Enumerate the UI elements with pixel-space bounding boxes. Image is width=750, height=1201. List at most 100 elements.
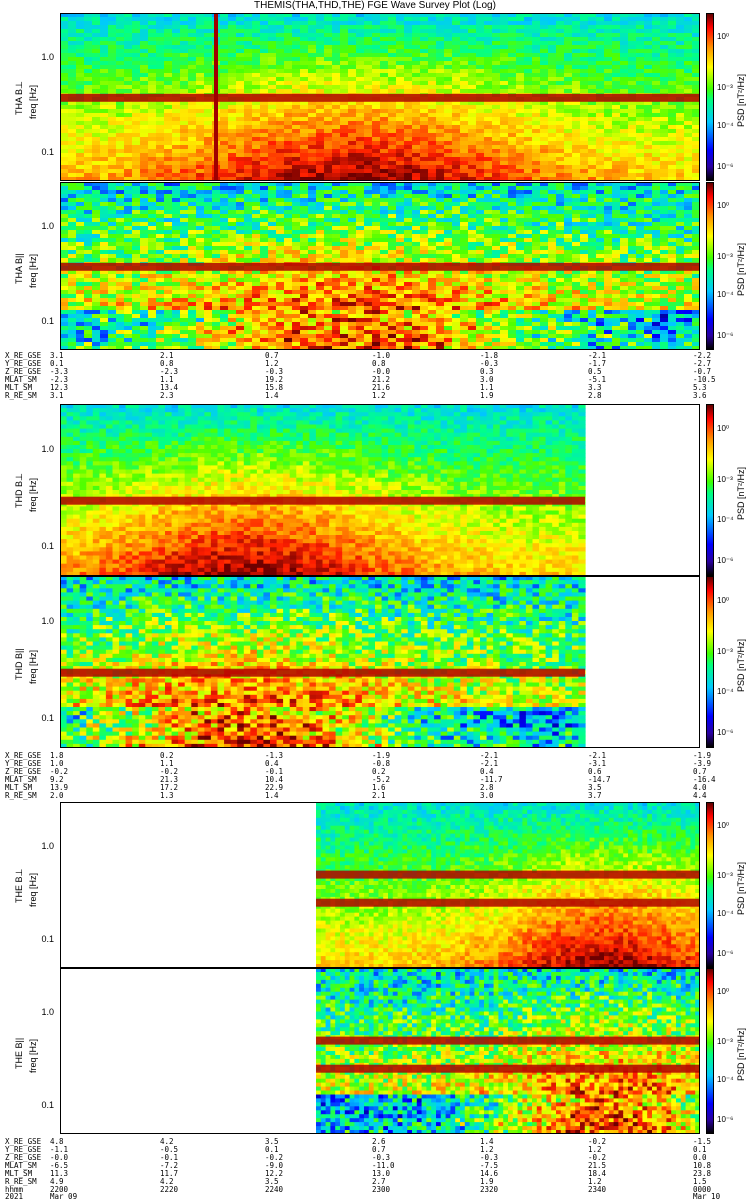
line-emission-band <box>60 497 585 505</box>
ephemeris-row-label: R_RE_SM <box>5 792 37 800</box>
ephemeris-value: 3.7 <box>588 792 602 800</box>
spectrogram-image <box>60 13 700 181</box>
spectrogram-image <box>60 576 700 748</box>
colorbar-tick-label: 10⁻⁴ <box>717 290 734 299</box>
colorbar-tick-label: 10⁻⁴ <box>717 1075 734 1084</box>
y-axis-label: THA B|| <box>14 253 24 284</box>
vertical-artifact-line <box>214 13 218 181</box>
spectrogram-panel-thd-bperp <box>60 404 700 576</box>
colorbar-tick-label: 10⁻⁶ <box>717 949 733 958</box>
ephemeris-value: 2220 <box>160 1186 178 1194</box>
y-tick-label: 1.0 <box>24 444 54 454</box>
y-axis-label: THD B|| <box>14 648 24 680</box>
ephemeris-value: 3.0 <box>480 792 494 800</box>
y-axis-label: THD B⊥ <box>14 473 25 508</box>
y-tick-label: 1.0 <box>24 841 54 851</box>
y-axis-unit-label: freq [Hz] <box>28 1039 38 1073</box>
y-axis-unit-label: freq [Hz] <box>28 650 38 684</box>
colorbar <box>706 576 714 748</box>
y-tick-label: 0.1 <box>24 934 54 944</box>
colorbar-tick-label: 10⁻⁴ <box>717 687 734 696</box>
colorbar <box>706 13 714 181</box>
ephemeris-value: 2.0 <box>50 792 64 800</box>
ephemeris-value: 2.3 <box>160 392 174 400</box>
colorbar-tick-label: 10⁻³ <box>717 1037 733 1046</box>
ephemeris-value: 2320 <box>480 1186 498 1194</box>
colorbar-unit-label: PSD [nT²/Hz] <box>736 243 746 296</box>
line-emission-band <box>60 263 700 271</box>
ephemeris-value: 2.8 <box>588 392 602 400</box>
colorbar-tick-label: 10⁻⁴ <box>717 515 734 524</box>
y-axis-unit-label: freq [Hz] <box>28 478 38 512</box>
spectrogram-image <box>60 968 700 1134</box>
line-emission-band <box>316 1037 700 1045</box>
ephemeris-value: 2.1 <box>372 792 386 800</box>
spectrogram-panel-the-bperp <box>60 802 700 968</box>
colorbar-tick-label: 10⁻³ <box>717 475 733 484</box>
colorbar-unit-label: PSD [nT²/Hz] <box>736 639 746 692</box>
y-axis-label: THE B⊥ <box>14 869 25 903</box>
ephemeris-value: 1.9 <box>480 392 494 400</box>
colorbar-tick-label: 10⁰ <box>717 32 729 41</box>
spectrogram-panel-tha-bpar <box>60 182 700 350</box>
colorbar-tick-label: 10⁻³ <box>717 871 733 880</box>
y-tick-label: 0.1 <box>24 713 54 723</box>
y-tick-label: 0.1 <box>24 147 54 157</box>
colorbar-unit-label: PSD [nT²/Hz] <box>736 1028 746 1081</box>
colorbar-tick-label: 10⁻⁴ <box>717 909 734 918</box>
colorbar <box>706 802 714 968</box>
colorbar-tick-label: 10⁻⁶ <box>717 1115 733 1124</box>
spectrogram-panel-tha-bperp <box>60 13 700 181</box>
line-emission-band <box>316 899 700 907</box>
colorbar <box>706 182 714 350</box>
colorbar-tick-label: 10⁻⁶ <box>717 162 733 171</box>
colorbar-unit-label: PSD [nT²/Hz] <box>736 467 746 520</box>
colorbar-tick-label: 10⁰ <box>717 596 729 605</box>
colorbar-tick-label: 10⁻³ <box>717 83 733 92</box>
ephemeris-value: 1.4 <box>265 392 279 400</box>
colorbar-tick-label: 10⁻³ <box>717 252 733 261</box>
colorbar <box>706 968 714 1134</box>
ephemeris-value: 2300 <box>372 1186 390 1194</box>
ephemeris-value: 4.4 <box>693 792 707 800</box>
plot-title: THEMIS(THA,THD,THE) FGE Wave Survey Plot… <box>0 0 750 12</box>
y-axis-unit-label: freq [Hz] <box>28 873 38 907</box>
colorbar-tick-label: 10⁰ <box>717 987 729 996</box>
y-axis-unit-label: freq [Hz] <box>28 254 38 288</box>
ephemeris-row-label: R_RE_SM <box>5 392 37 400</box>
y-tick-label: 1.0 <box>24 52 54 62</box>
y-tick-label: 1.0 <box>24 616 54 626</box>
colorbar-unit-label: PSD [nT²/Hz] <box>736 862 746 915</box>
colorbar-tick-label: 10⁻⁶ <box>717 556 733 565</box>
y-axis-label: THA B⊥ <box>14 81 25 115</box>
spectrogram-image <box>60 802 700 968</box>
colorbar-tick-label: 10⁻⁶ <box>717 331 733 340</box>
ephemeris-value: 2240 <box>265 1186 283 1194</box>
spectrogram-image <box>60 182 700 350</box>
y-axis-label: THE B|| <box>14 1038 24 1069</box>
ephemeris-value: 1.4 <box>265 792 279 800</box>
spectrogram-image <box>60 404 700 576</box>
ephemeris-value: 3.6 <box>693 392 707 400</box>
y-tick-label: 1.0 <box>24 221 54 231</box>
ephemeris-value: 2340 <box>588 1186 606 1194</box>
spectrogram-panel-thd-bpar <box>60 576 700 748</box>
spectrogram-panel-the-bpar <box>60 968 700 1134</box>
line-emission-band <box>316 1065 700 1073</box>
line-emission-band <box>316 871 700 879</box>
y-axis-unit-label: freq [Hz] <box>28 85 38 119</box>
colorbar <box>706 404 714 576</box>
y-tick-label: 0.1 <box>24 316 54 326</box>
line-emission-band <box>60 94 700 102</box>
colorbar-tick-label: 10⁰ <box>717 201 729 210</box>
y-tick-label: 1.0 <box>24 1007 54 1017</box>
line-emission-band <box>60 669 585 677</box>
colorbar-tick-label: 10⁻⁴ <box>717 121 734 130</box>
ephemeris-value: 1.2 <box>372 392 386 400</box>
y-tick-label: 0.1 <box>24 1100 54 1110</box>
ephemeris-value: 1.3 <box>160 792 174 800</box>
colorbar-tick-label: 10⁻³ <box>717 647 733 656</box>
colorbar-unit-label: PSD [nT²/Hz] <box>736 74 746 127</box>
colorbar-tick-label: 10⁰ <box>717 424 729 433</box>
colorbar-tick-label: 10⁻⁶ <box>717 728 733 737</box>
